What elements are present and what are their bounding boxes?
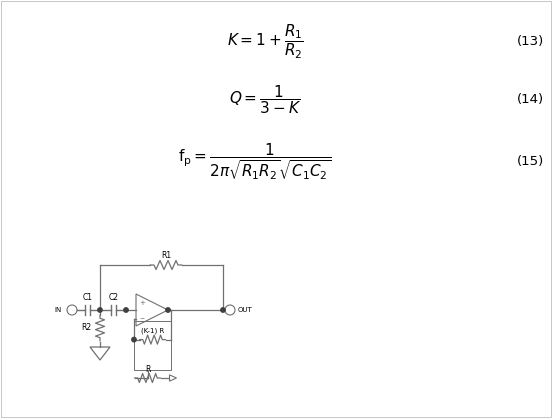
Text: $Q = \dfrac{1}{3 - K}$: $Q = \dfrac{1}{3 - K}$ [229, 84, 301, 116]
Text: $-$: $-$ [139, 316, 145, 321]
Text: (K-1) R: (K-1) R [141, 327, 164, 334]
Text: $K = 1 + \dfrac{R_1}{R_2}$: $K = 1 + \dfrac{R_1}{R_2}$ [226, 23, 304, 61]
Text: (14): (14) [517, 94, 544, 107]
Text: +: + [139, 300, 145, 306]
Text: R2: R2 [81, 324, 91, 332]
Text: R1: R1 [161, 252, 171, 260]
Circle shape [98, 308, 102, 312]
Text: C1: C1 [82, 293, 93, 303]
Circle shape [132, 337, 136, 342]
Circle shape [166, 308, 170, 312]
Circle shape [124, 308, 128, 312]
Text: C2: C2 [109, 293, 119, 303]
Text: (15): (15) [516, 155, 544, 168]
Text: (13): (13) [516, 36, 544, 48]
Text: IN: IN [55, 307, 62, 313]
Text: $\mathrm{f_p} = \dfrac{1}{2\pi\sqrt{R_1 R_2}\sqrt{C_1 C_2}}$: $\mathrm{f_p} = \dfrac{1}{2\pi\sqrt{R_1 … [178, 142, 332, 182]
Text: OUT: OUT [237, 307, 252, 313]
Text: R: R [145, 364, 150, 374]
Circle shape [221, 308, 225, 312]
